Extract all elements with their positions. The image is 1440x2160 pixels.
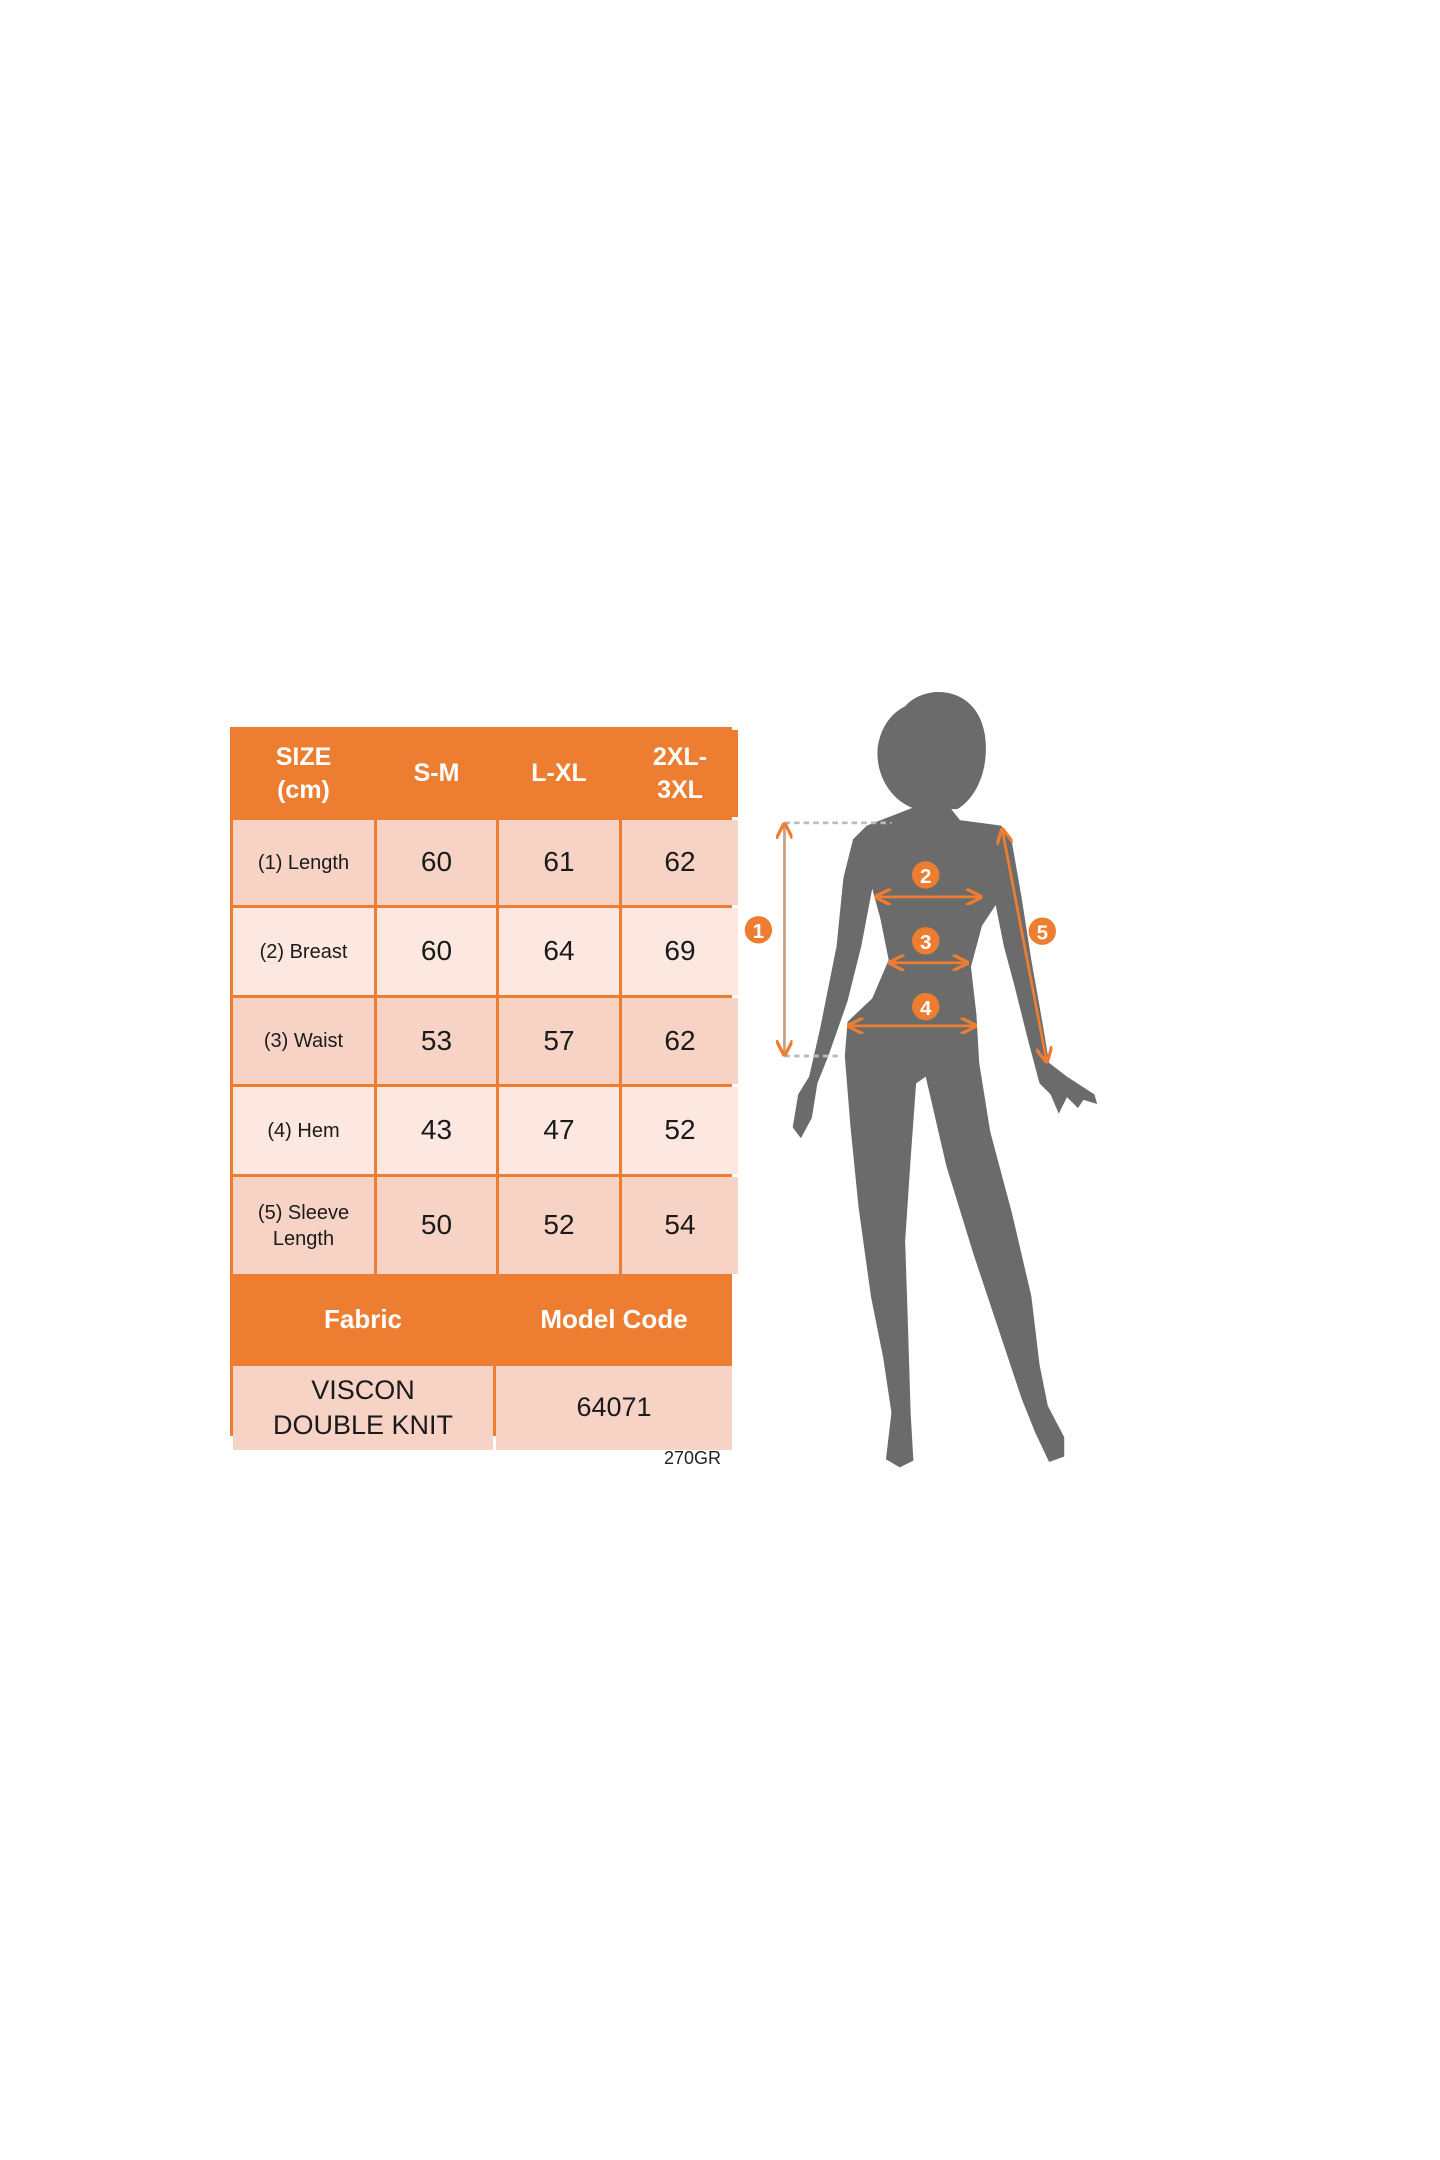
sleeve-arrow <box>1003 831 1047 1060</box>
svg-text:2: 2 <box>920 865 931 888</box>
svg-text:1: 1 <box>753 920 764 943</box>
fabric-value: VISCON DOUBLE KNIT <box>233 1366 493 1450</box>
model-code-value: 64071 <box>496 1366 732 1450</box>
table-cell: 60 <box>377 908 496 995</box>
table-cell: 53 <box>377 998 496 1084</box>
svg-text:4: 4 <box>920 997 932 1020</box>
marker-1: 1 <box>744 916 773 944</box>
row-label-waist: (3) Waist <box>233 998 374 1084</box>
row-label-length: (1) Length <box>233 820 374 905</box>
table-cell: 47 <box>499 1087 619 1174</box>
table-cell: 43 <box>377 1087 496 1174</box>
silhouette-hair-head <box>877 692 986 810</box>
svg-text:3: 3 <box>920 931 931 954</box>
header-s-m: S-M <box>377 730 496 817</box>
table-cell: 52 <box>499 1177 619 1274</box>
table-cell: 61 <box>499 820 619 905</box>
silhouette <box>792 692 1098 1468</box>
table-cell: 64 <box>499 908 619 995</box>
table-cell: 54 <box>622 1177 738 1274</box>
row-label-breast: (2) Breast <box>233 908 374 995</box>
table-cell: 60 <box>377 820 496 905</box>
model-code-header: Model Code <box>496 1277 732 1363</box>
measure-lines <box>784 821 1047 1060</box>
size-chart-table: SIZE (cm) S-M L-XL 2XL- 3XL (1) Length 6… <box>230 727 738 1450</box>
svg-text:5: 5 <box>1037 921 1048 944</box>
measure-markers: 1 2 3 4 5 <box>744 861 1056 1021</box>
marker-2: 2 <box>912 861 940 889</box>
row-label-sleeve-length: (5) Sleeve Length <box>233 1177 374 1274</box>
table-cell: 62 <box>622 998 738 1084</box>
marker-3: 3 <box>912 927 940 955</box>
header-l-xl: L-XL <box>499 730 619 817</box>
row-label-hem: (4) Hem <box>233 1087 374 1174</box>
marker-4: 4 <box>912 992 940 1021</box>
table-cell: 50 <box>377 1177 496 1274</box>
table-cell: 62 <box>622 820 738 905</box>
weight-note: 270GR <box>664 1448 722 1468</box>
table-cell: 57 <box>499 998 619 1084</box>
marker-5: 5 <box>1028 917 1056 945</box>
table-cell: 52 <box>622 1087 738 1174</box>
fabric-header: Fabric <box>233 1277 493 1363</box>
header-size: SIZE (cm) <box>233 730 374 817</box>
header-2xl-3xl: 2XL- 3XL <box>622 730 738 817</box>
table-cell: 69 <box>622 908 738 995</box>
silhouette-body <box>792 806 1098 1468</box>
